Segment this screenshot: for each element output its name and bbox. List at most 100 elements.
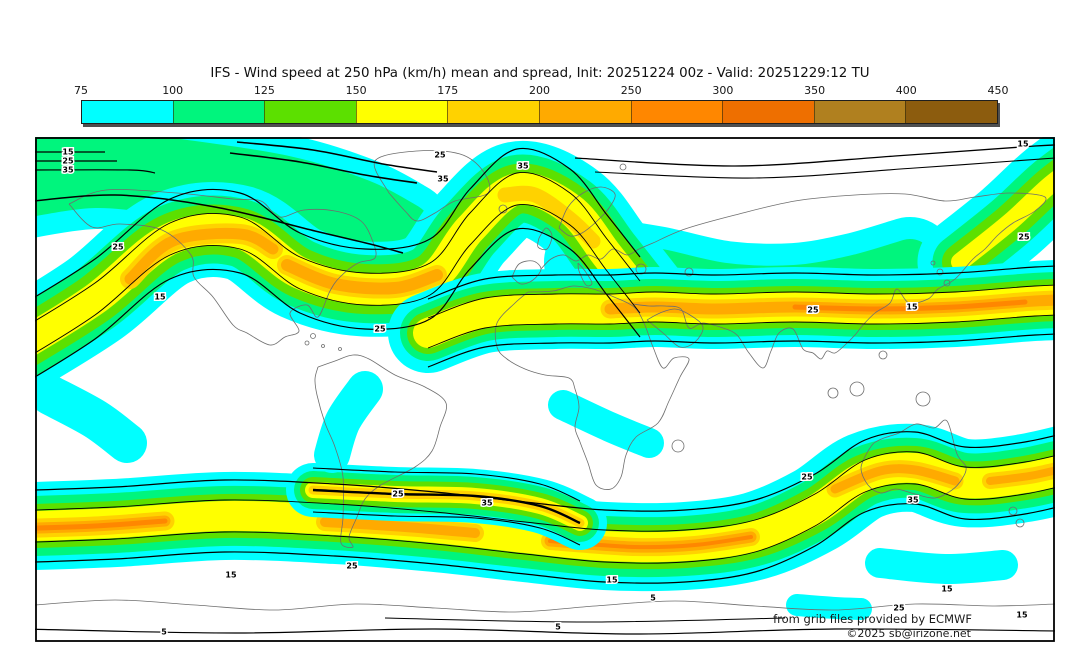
spread-contour [236, 141, 438, 173]
coastline-island [936, 268, 944, 276]
contour-label: 25 [62, 157, 74, 166]
contour-label: 5 [650, 594, 656, 603]
coastline [494, 285, 690, 490]
spread-contour [427, 265, 1055, 300]
contour-label: 25 [1018, 233, 1030, 242]
colorbar-tick-label: 175 [437, 84, 459, 97]
coastline-island [1015, 518, 1025, 528]
attribution-copyright: ©2025 sb@irizone.net [846, 627, 971, 640]
coastline-island [1008, 506, 1018, 516]
coastline [540, 242, 654, 270]
wind-band-s-jet-core5 [986, 466, 1055, 485]
wind-band-cyan-west-pacific-south [865, 548, 1018, 585]
contour-label: 35 [437, 175, 449, 184]
contour-label: 25 [346, 562, 358, 571]
contour-label: 25 [374, 325, 386, 334]
wind-band-s-jet-core4 [830, 464, 960, 494]
contour-label: 35 [517, 162, 529, 171]
colorbar-tick-label: 125 [253, 84, 275, 97]
colorbar-tick-label: 450 [987, 84, 1009, 97]
spread-contour [35, 227, 641, 378]
colorbar-segment [172, 101, 265, 123]
colorbar [81, 100, 998, 124]
colorbar-tick-label: 350 [804, 84, 826, 97]
spread-contour [35, 172, 641, 322]
spread-contour [35, 169, 156, 174]
coastline [314, 354, 447, 548]
spread-contour [574, 144, 1055, 167]
colorbar-tick-label: 100 [162, 84, 184, 97]
wind-band-s-jet-core2 [320, 517, 480, 538]
wind-band-cyan-blob-bottom-right [786, 594, 872, 620]
contour-label: 35 [481, 499, 493, 508]
coastline [558, 186, 616, 237]
spread-contour [35, 194, 404, 254]
coastline-island [321, 344, 325, 348]
colorbar-tick-label: 200 [529, 84, 550, 97]
contour-label: 35 [907, 496, 919, 505]
contour-label: 25 [807, 306, 819, 315]
contour-label: 15 [62, 148, 74, 157]
coastline-island [915, 391, 931, 407]
spread-contour [312, 511, 581, 546]
colorbar-tick-label: 150 [345, 84, 367, 97]
coastline [646, 308, 704, 348]
coastline-island [671, 439, 685, 453]
spread-contour [35, 204, 641, 354]
contour-label: 15 [1017, 140, 1029, 149]
spread-contour [35, 147, 641, 298]
contour-label: 15 [941, 585, 953, 594]
spread-contour [312, 467, 581, 502]
contour-label: 15 [606, 576, 618, 585]
coastline-island [930, 260, 936, 266]
colorbar-tick-labels: 75 100 125 150 175 200 250 300 350 400 450 [74, 84, 1009, 98]
coastline-island [943, 279, 951, 287]
colorbar-tick-label: 250 [620, 84, 642, 97]
colorbar-segment [264, 101, 356, 123]
wind-band-subtropical-jet-core [792, 299, 1028, 312]
spread-contour [594, 157, 1055, 179]
spread-contour [229, 152, 418, 184]
coastline [537, 227, 553, 251]
contour-label: 35 [62, 166, 74, 175]
spread-contour [35, 451, 1055, 532]
colorbar-tick-label: 75 [74, 84, 88, 97]
spread-contour [384, 617, 786, 623]
wind-band-na-jet-core-west [124, 227, 279, 285]
coastline-island [849, 381, 865, 397]
spread-contour [427, 284, 1055, 319]
coastline-island [684, 267, 694, 277]
contour-label: 25 [392, 490, 404, 499]
contour-label: 15 [1016, 611, 1028, 620]
colorbar-segment [447, 101, 539, 123]
contour-label: 5 [161, 628, 167, 637]
wind-band-cyan-east-pacific [35, 375, 147, 463]
wind-band-s-jet-core1 [35, 518, 168, 531]
coastline [35, 599, 1055, 613]
spread-contour [35, 503, 1055, 584]
contour-label: 5 [555, 623, 561, 632]
coastline-island [619, 163, 627, 171]
contour-label: 25 [434, 151, 446, 160]
colorbar-segment [82, 101, 173, 123]
wind-band-cyan-mid-atlantic [314, 371, 383, 473]
spread-contour [35, 628, 1055, 635]
colorbar-segment [355, 101, 448, 123]
colorbar-segment [538, 101, 631, 123]
map-frame [35, 137, 1055, 642]
colorbar-tick-label: 300 [712, 84, 734, 97]
contour-label: 15 [906, 303, 918, 312]
spread-contour [35, 483, 1055, 564]
wind-band-europe-jet-gold [497, 185, 601, 249]
coastline [632, 192, 1047, 369]
contour-label: 15 [154, 293, 166, 302]
wind-band-na-jet-core-east [281, 259, 443, 295]
coastline [860, 419, 967, 499]
contour-label: 25 [893, 604, 905, 613]
coastline-island [827, 387, 839, 399]
contour-label: 25 [112, 243, 124, 252]
wind-band-ne-pacific-band [951, 169, 1055, 271]
coastline-island [338, 347, 342, 351]
